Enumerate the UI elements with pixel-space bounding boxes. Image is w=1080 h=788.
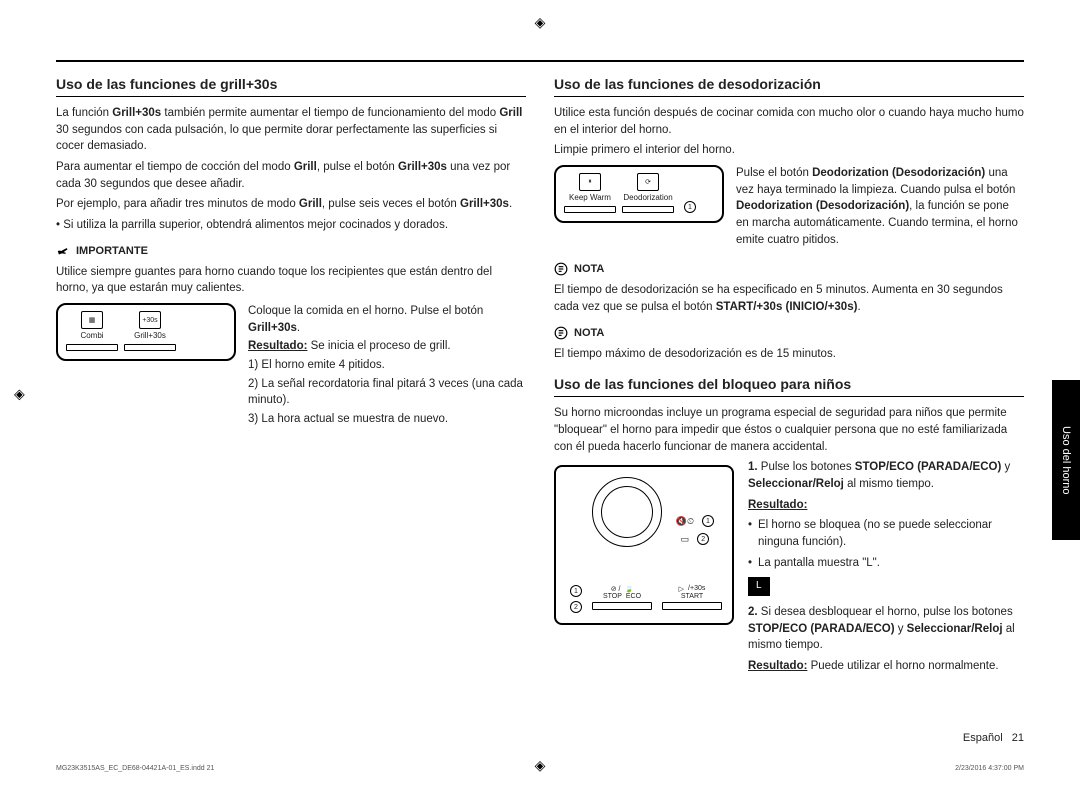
deodor-p1: Utilice esta función después de cocinar … (554, 105, 1024, 138)
note-icon (554, 326, 568, 340)
heading-deodor: Uso de las funciones de desodorización (554, 76, 1024, 92)
footer-page: 21 (1012, 732, 1024, 744)
col-right: Uso de las funciones de desodorización U… (554, 76, 1024, 679)
callout-1: 1 (684, 201, 696, 213)
crop-mark-top: ◈ (535, 14, 546, 31)
note-icon (554, 262, 568, 276)
childlock-row: 🔇⏲1 ▭2 12 ⊘ /🍃 STOPECO ▷/+30s START (554, 459, 1024, 678)
callout-nums-left: 12 (566, 585, 582, 613)
heading-grill30s: Uso de las funciones de grill+30s (56, 76, 526, 92)
para-grill-increase: Para aumentar el tiempo de cocción del m… (56, 159, 526, 192)
panel-btn-combi: ▦ Combi (66, 311, 118, 351)
panel-btn-start: ▷/+30s START (662, 585, 722, 610)
nota-label-1: NOTA (554, 262, 1024, 276)
top-rule (56, 60, 1024, 62)
childlock-intro: Su horno microondas incluye un programa … (554, 405, 1024, 455)
heading-rule (56, 96, 526, 97)
panel-btn-deodor: ⟳ Deodorization (622, 173, 674, 213)
lcd-display: L (748, 577, 770, 596)
deodor-side-text: Pulse el botón Deodorization (Desodoriza… (736, 165, 1024, 252)
panel-btn-grill30s: +30s Grill+30s (124, 311, 176, 351)
important-label: IMPORTANTE (56, 244, 526, 258)
side-small-icons: 🔇⏲1 ▭2 (676, 515, 714, 545)
hand-icon (56, 244, 70, 258)
col-left: Uso de las funciones de grill+30s La fun… (56, 76, 526, 679)
deodor-p2: Limpie primero el interior del horno. (554, 142, 1024, 159)
childlock-steps: 1. Pulse los botones STOP/ECO (PARADA/EC… (748, 459, 1024, 678)
print-line: MG23K3515AS_EC_DE68-04421A-01_ES.indd 21… (56, 765, 1024, 772)
para-grill-tip: • Si utiliza la parrilla superior, obten… (56, 217, 526, 234)
grill-steps: Coloque la comida en el horno. Pulse el … (248, 303, 526, 430)
nota-label-2: NOTA (554, 326, 1024, 340)
print-ts: 2/23/2016 4:37:00 PM (955, 765, 1024, 772)
heading-rule-3 (554, 396, 1024, 397)
crop-mark-left: ◈ (14, 386, 25, 403)
para-grill-intro: La función Grill+30s también permite aum… (56, 105, 526, 155)
print-id: MG23K3515AS_EC_DE68-04421A-01_ES.indd 21 (56, 765, 214, 772)
nota-1-text: El tiempo de desodorización se ha especi… (554, 282, 1024, 315)
side-tab: Uso del horno (1052, 380, 1080, 540)
nota-2-text: El tiempo máximo de desodorización es de… (554, 346, 1024, 363)
control-panel-childlock: 🔇⏲1 ▭2 12 ⊘ /🍃 STOPECO ▷/+30s START (554, 465, 734, 625)
panel-btn-stop-eco: ⊘ /🍃 STOPECO (592, 585, 652, 610)
panel-btn-keepwarm: ⏸ Keep Warm (564, 173, 616, 213)
heading-childlock: Uso de las funciones del bloqueo para ni… (554, 376, 1024, 392)
important-text: Utilice siempre guantes para horno cuand… (56, 264, 526, 297)
panel-row-deodor: ⏸ Keep Warm ⟳ Deodorization 1 Pulse el b… (554, 165, 1024, 252)
heading-rule-2 (554, 96, 1024, 97)
page-columns: Uso de las funciones de grill+30s La fun… (56, 76, 1024, 679)
dial-icon (592, 477, 662, 547)
footer-lang: Español (963, 732, 1003, 744)
control-panel-deodor: ⏸ Keep Warm ⟳ Deodorization 1 (554, 165, 724, 223)
control-panel-grill: ▦ Combi +30s Grill+30s (56, 303, 236, 361)
page-footer: Español 21 (0, 732, 1080, 744)
panel-row-grill: ▦ Combi +30s Grill+30s Coloque la comida… (56, 303, 526, 430)
para-grill-example: Por ejemplo, para añadir tres minutos de… (56, 196, 526, 213)
